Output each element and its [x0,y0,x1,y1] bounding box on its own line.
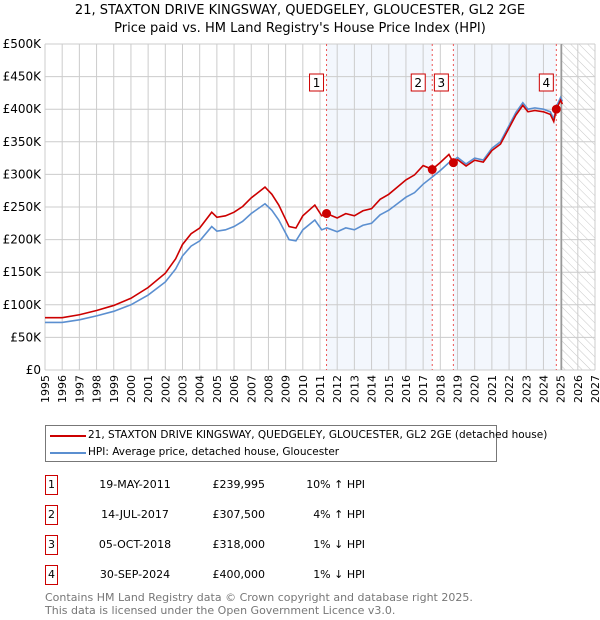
y-tick-label: £150K [3,265,43,279]
y-tick-label: £350K [3,135,43,149]
x-tick-label: 2016 [400,375,413,403]
x-tick-label: 2022 [503,375,516,403]
sale-price: £400,000 [212,568,266,581]
sale-date: 05-OCT-2018 [98,538,172,551]
y-tick-label: £250K [3,200,43,214]
sale-price: £239,995 [212,478,266,491]
sale-point [551,104,561,114]
legend-label-property: 21, STAXTON DRIVE KINGSWAY, QUEDGELEY, G… [88,429,548,441]
x-tick-label: 1995 [39,375,52,403]
x-tick-label: 2014 [366,375,379,403]
x-tick-label: 2012 [331,375,344,403]
sale-point [448,158,458,168]
y-tick-label: £400K [3,102,43,116]
y-tick-label: £100K [3,298,43,312]
chart-subtitle: Price paid vs. HM Land Registry's House … [114,21,486,36]
sale-label: 4 [543,76,551,90]
x-tick-label: 2008 [262,375,275,403]
sale-hpi-diff: 1% ↓ HPI [313,568,365,581]
price-chart: £0 £50K £100K £150K £200K £250K £300K £350K £400… [3,37,600,403]
x-tick-label: 2026 [572,375,585,403]
y-tick-label: £0 [26,363,41,377]
x-tick-label: 2027 [589,375,600,403]
footer: Contains HM Land Registry data © Crown c… [45,591,473,617]
x-tick-label: 2011 [314,375,327,403]
sale-point [322,209,332,219]
x-tick-label: 1998 [91,375,104,403]
sale-label-box [538,73,554,92]
sale-date: 19-MAY-2011 [99,478,171,491]
x-tick-label: 2002 [159,375,172,403]
x-tick-label: 2005 [211,375,224,403]
sale-date: 14-JUL-2017 [101,508,169,521]
x-tick-label: 2021 [486,375,499,403]
y-tick-label: £500K [3,37,43,51]
chart-title: 21, STAXTON DRIVE KINGSWAY, QUEDGELEY, G… [74,3,526,18]
x-tick-label: 2010 [297,375,310,403]
legend-label-hpi: HPI: Average price, detached house, Glou… [88,446,340,458]
sale-hpi-diff: 4% ↑ HPI [313,508,365,521]
sale-date: 30-SEP-2024 [99,568,171,581]
x-tick-label: 2007 [245,375,258,403]
x-tick-label: 1996 [56,375,69,403]
x-tick-label: 2025 [555,375,568,403]
x-tick-label: 2001 [142,375,155,403]
x-tick-label: 1997 [73,375,86,403]
legend-swatch-property [50,435,86,437]
x-tick-label: 2023 [520,375,533,403]
x-tick-label: 2004 [194,375,207,403]
sale-point [427,165,437,175]
sale-number-badge: 2 [45,505,58,525]
sale-number-badge: 4 [45,565,58,585]
sale-hpi-diff: 1% ↓ HPI [313,538,365,551]
x-tick-label: 1999 [108,375,121,403]
x-tick-label: 2020 [469,375,482,403]
sale-hpi-diff: 10% ↑ HPI [306,478,365,491]
legend-swatch-hpi [50,452,86,454]
sale-label-box [433,73,449,92]
sale-number-badge: 3 [45,535,58,555]
x-tick-label: 2009 [280,375,293,403]
sale-number-badge: 1 [45,475,58,495]
sale-label: 3 [438,76,446,90]
x-tick-label: 2006 [228,375,241,403]
y-tick-label: £50K [10,330,42,344]
x-tick-label: 2019 [452,375,465,403]
x-tick-label: 2013 [348,375,361,403]
footer-line-1: Contains HM Land Registry data © Crown c… [45,591,473,604]
legend: 21, STAXTON DRIVE KINGSWAY, QUEDGELEY, G… [45,425,547,462]
x-tick-label: 2017 [417,375,430,403]
sale-label: 2 [414,76,422,90]
hpi-line [45,95,564,324]
x-tick-label: 2024 [537,375,550,403]
x-tick-label: 2000 [125,375,138,403]
sale-label-box [410,73,426,92]
x-tick-label: 2015 [383,375,396,403]
property-price-line [45,98,564,319]
sale-price: £307,500 [212,508,266,521]
y-tick-label: £200K [3,233,43,247]
sale-price: £318,000 [212,538,266,551]
x-tick-label: 2018 [434,375,447,403]
sale-label: 1 [313,76,321,90]
y-tick-label: £300K [3,167,43,181]
footer-line-2: This data is licensed under the Open Gov… [45,604,396,617]
sale-label-box [309,73,325,92]
x-tick-label: 2003 [177,375,190,403]
y-tick-label: £450K [3,70,43,84]
